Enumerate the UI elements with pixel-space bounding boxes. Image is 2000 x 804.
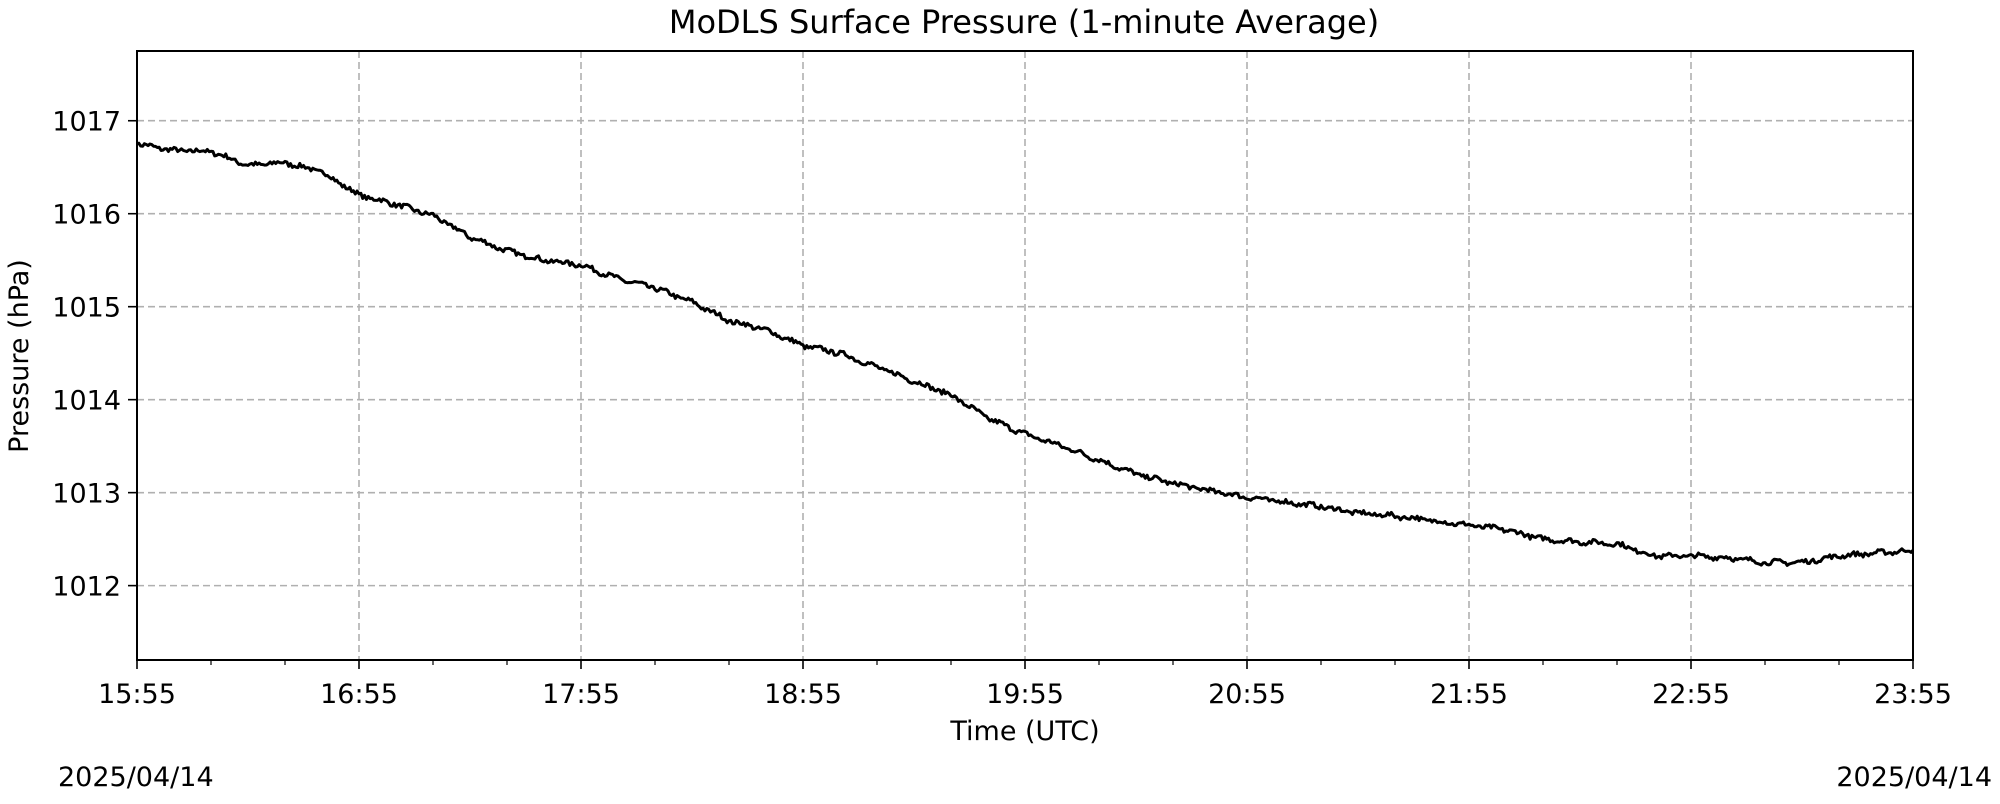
y-tick-label: 1013 bbox=[52, 479, 121, 510]
line-layer bbox=[136, 141, 1915, 567]
x-tick-label: 18:55 bbox=[764, 679, 842, 710]
x-tick-label: 17:55 bbox=[542, 679, 620, 710]
y-tick-label: 1015 bbox=[52, 293, 121, 324]
y-axis-label: Pressure (hPa) bbox=[4, 259, 35, 453]
y-tick-label: 1014 bbox=[52, 386, 121, 417]
x-tick-label: 19:55 bbox=[986, 679, 1064, 710]
x-tick-label: 22:55 bbox=[1652, 679, 1730, 710]
x-tick-label: 16:55 bbox=[320, 679, 398, 710]
date-label-right: 2025/04/14 bbox=[1836, 762, 1992, 793]
y-tick-label: 1012 bbox=[52, 572, 121, 603]
x-tick-label: 15:55 bbox=[98, 679, 176, 710]
pressure-series-line bbox=[136, 141, 1915, 567]
x-axis-label: Time (UTC) bbox=[949, 716, 1099, 747]
x-tick-label: 20:55 bbox=[1208, 679, 1286, 710]
y-tick-label: 1016 bbox=[52, 200, 121, 231]
date-label-left: 2025/04/14 bbox=[58, 762, 214, 793]
y-tick-label: 1017 bbox=[52, 107, 121, 138]
grid-layer bbox=[136, 51, 1914, 660]
x-tick-label: 23:55 bbox=[1874, 679, 1952, 710]
chart-title: MoDLS Surface Pressure (1-minute Average… bbox=[669, 3, 1379, 41]
tick-layer: 15:55 16:55 17:55 18:55 19:55 20:55 21:55 22:55… bbox=[52, 107, 1952, 710]
x-tick-label: 21:55 bbox=[1430, 679, 1508, 710]
